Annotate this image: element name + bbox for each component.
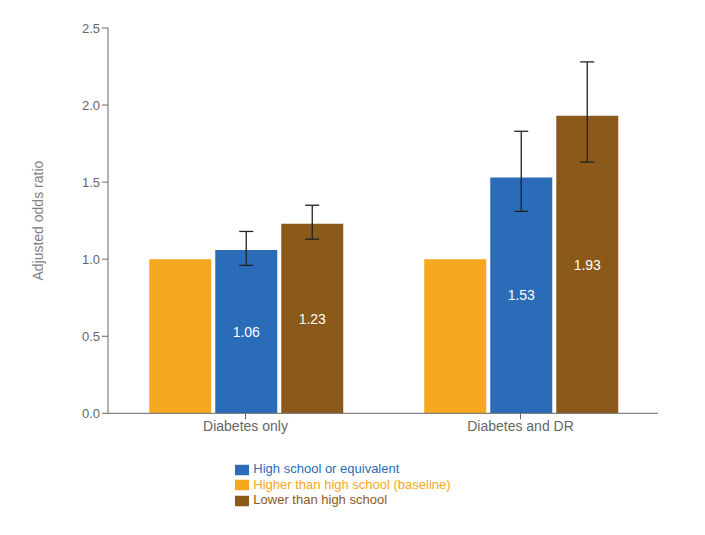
svg-text:0.0: 0.0: [82, 406, 100, 421]
svg-text:2.5: 2.5: [82, 21, 100, 36]
html-text:Higher than high school (basel: Higher than high school (baseline): [253, 476, 451, 492]
svg-text:Diabetes only: Diabetes only: [203, 418, 288, 434]
svg-text:1.23: 1.23: [299, 311, 326, 327]
svg-text:1.06: 1.06: [233, 324, 260, 340]
svg-text:1.5: 1.5: [82, 175, 100, 190]
html-text:High school or equivalent: High school or equivalent: [253, 461, 400, 477]
svg-text:1.0: 1.0: [82, 252, 100, 267]
svg-text:Diabetes and DR: Diabetes and DR: [467, 418, 574, 434]
svg-text:Adjusted odds ratio: Adjusted odds ratio: [30, 161, 46, 281]
svg-text:1.93: 1.93: [574, 257, 601, 273]
svg-text:1.53: 1.53: [508, 287, 535, 303]
svg-text:2.0: 2.0: [82, 98, 100, 113]
svg-text:0.5: 0.5: [82, 329, 100, 344]
html-text:Lower than high school: Lower than high school: [253, 492, 387, 508]
